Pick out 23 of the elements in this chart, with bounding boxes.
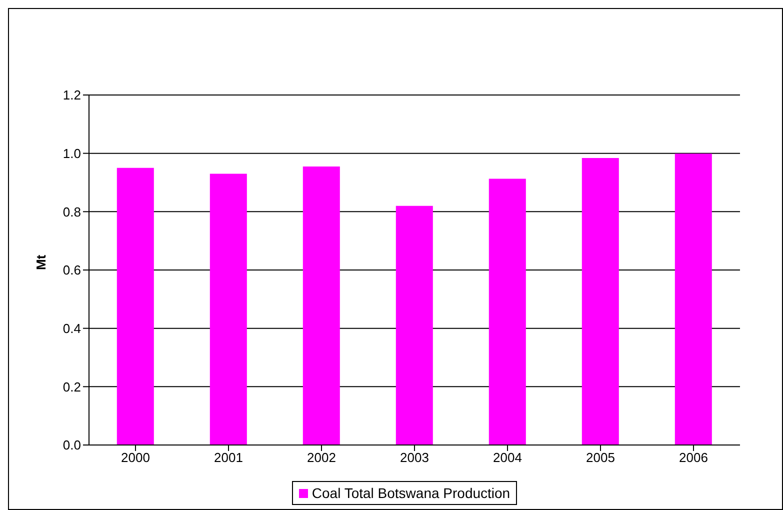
bar: [396, 206, 433, 445]
legend-label: Coal Total Botswana Production: [310, 485, 510, 501]
y-tick-label: 0.6: [62, 262, 81, 278]
y-tick-label: 0.4: [62, 320, 81, 336]
y-tick-label: 0.2: [62, 379, 81, 394]
x-tick-label: 2005: [586, 450, 615, 466]
y-tick-label: 0.0: [62, 438, 81, 453]
bar: [210, 174, 247, 445]
x-tick-label: 2003: [400, 450, 429, 466]
y-tick-label: 0.8: [62, 204, 81, 220]
y-tick-label: 1.2: [62, 88, 81, 103]
bar: [116, 168, 154, 445]
x-tick-label: 2004: [493, 450, 522, 466]
x-tick-label: 2000: [121, 450, 150, 466]
bar: [488, 178, 526, 445]
x-tick-label: 2001: [214, 450, 243, 466]
bar: [674, 154, 712, 445]
bar: [302, 166, 340, 445]
y-axis-title: Mt: [34, 254, 49, 270]
x-tick-label: 2006: [679, 450, 708, 466]
x-tick-label: 2002: [307, 450, 336, 466]
y-tick-label: 1.0: [62, 146, 81, 161]
bar: [582, 158, 619, 445]
